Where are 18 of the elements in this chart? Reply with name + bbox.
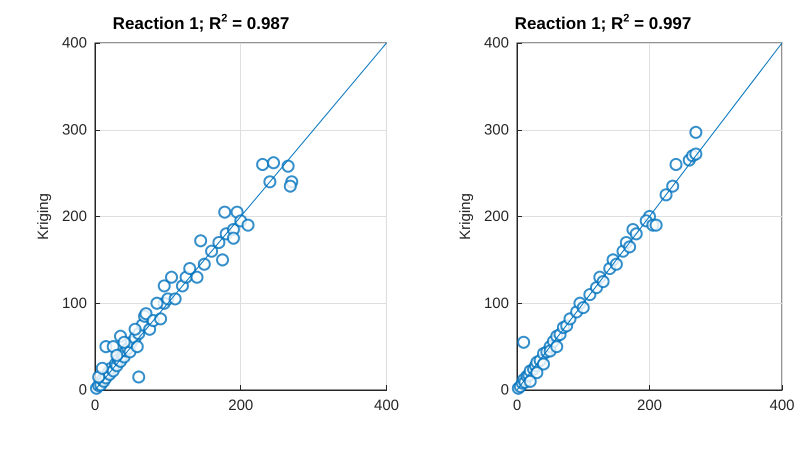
y-tick-label: 100 — [62, 294, 87, 312]
x-tick-label: 400 — [769, 397, 795, 414]
x-tick-label: 200 — [636, 397, 662, 414]
y-axis-title: Kriging — [457, 193, 474, 240]
x-tick-label: 0 — [90, 397, 100, 414]
y-tick-label: 300 — [484, 121, 509, 138]
y-tick-label: 300 — [62, 121, 87, 138]
y-tick-label: 0 — [78, 382, 87, 398]
y-tick-label: 400 — [62, 34, 87, 52]
y-tick-label: 400 — [484, 34, 509, 52]
x-tick-label: 200 — [228, 397, 254, 414]
y-tick-label: 0 — [500, 382, 509, 398]
y-tick-label: 100 — [484, 294, 509, 312]
y-tick-label: 200 — [62, 208, 87, 225]
x-tick-label: 0 — [512, 397, 522, 414]
y-axis-title: Kriging — [35, 193, 52, 240]
x-tick-label: 400 — [374, 397, 399, 414]
y-tick-label: 200 — [484, 208, 509, 225]
